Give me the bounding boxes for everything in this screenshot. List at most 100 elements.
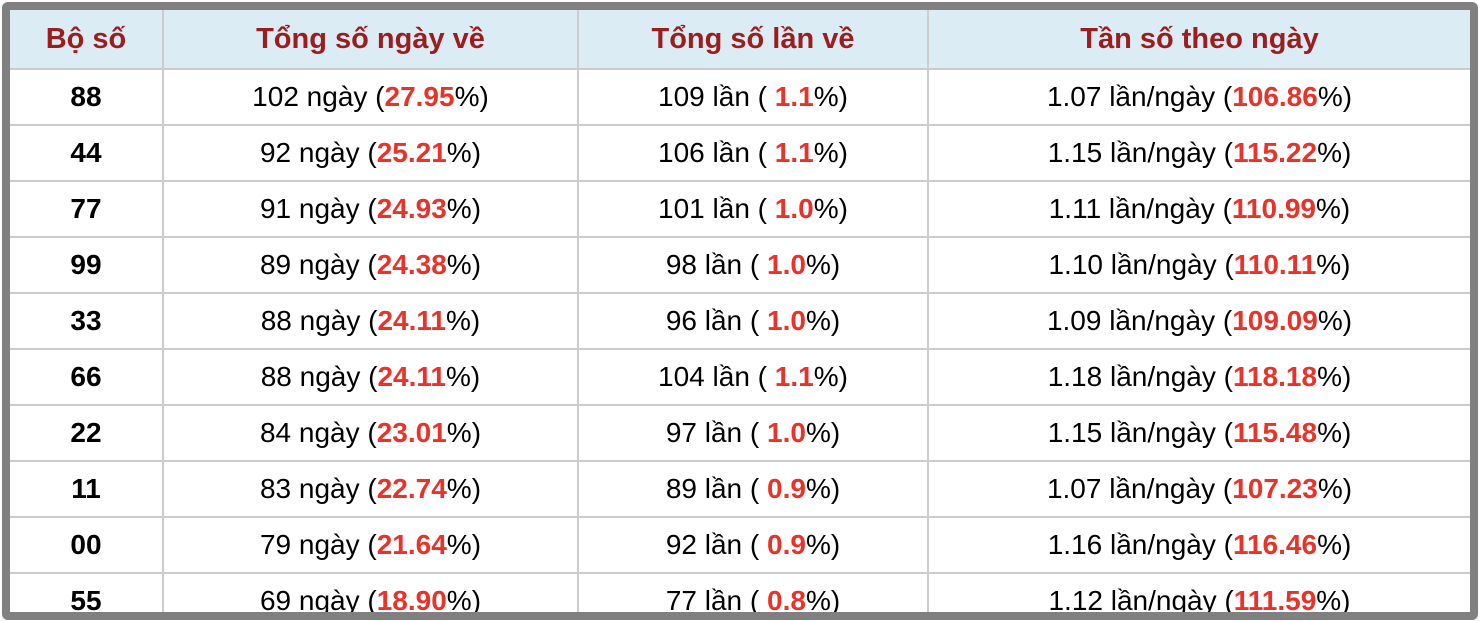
pair-number: 22	[10, 404, 163, 461]
days-percent: 21.64	[376, 529, 447, 560]
days-text-suffix: %)	[446, 361, 481, 392]
total-times-cell: 89 lần ( 0.9%)	[577, 460, 928, 517]
frequency-cell: 1.07 lần/ngày (107.23%)	[927, 460, 1470, 517]
days-text-suffix: %)	[446, 305, 481, 336]
total-days-cell: 102 ngày (27.95%)	[162, 68, 578, 125]
header-frequency-per-day: Tần số theo ngày	[927, 10, 1470, 69]
pair-number: 99	[10, 236, 163, 293]
pair-number: 00	[10, 516, 163, 573]
frequency-cell: 1.15 lần/ngày (115.22%)	[927, 124, 1470, 181]
times-text: 89 lần (	[665, 473, 767, 504]
total-days-cell: 84 ngày (23.01%)	[162, 404, 578, 461]
times-percent: 1.0	[767, 417, 806, 448]
days-percent: 22.74	[376, 473, 447, 504]
table-row: 11 83 ngày (22.74%) 89 lần ( 0.9%) 1.07 …	[10, 460, 1470, 517]
freq-text: 1.07 lần/ngày (	[1046, 81, 1233, 112]
days-percent: 24.11	[377, 305, 447, 336]
frequency-cell: 1.16 lần/ngày (116.46%)	[927, 516, 1470, 573]
freq-text-suffix: %)	[1316, 249, 1351, 280]
days-text-suffix: %)	[446, 473, 482, 504]
days-percent: 24.11	[377, 361, 447, 392]
table-row: 77 91 ngày (24.93%) 101 lần ( 1.0%) 1.11…	[10, 180, 1470, 237]
frequency-cell: 1.12 lần/ngày (111.59%)	[927, 572, 1470, 616]
freq-text: 1.10 lần/ngày (	[1048, 249, 1234, 280]
freq-text-suffix: %)	[1317, 137, 1352, 168]
times-percent: 1.1	[774, 81, 814, 112]
times-text: 109 lần (	[658, 81, 775, 112]
total-days-cell: 69 ngày (18.90%)	[162, 572, 578, 616]
times-text-suffix: %)	[805, 585, 841, 616]
times-text: 92 lần (	[665, 529, 767, 560]
total-times-cell: 97 lần ( 1.0%)	[577, 404, 928, 461]
freq-text-suffix: %)	[1317, 361, 1352, 392]
times-text-suffix: %)	[813, 137, 848, 168]
total-days-cell: 79 ngày (21.64%)	[162, 516, 578, 573]
freq-percent: 115.22	[1232, 137, 1318, 168]
freq-text: 1.11 lần/ngày (	[1048, 193, 1232, 224]
days-percent: 24.93	[376, 193, 447, 224]
days-text-suffix: %)	[446, 417, 482, 448]
freq-text: 1.07 lần/ngày (	[1046, 473, 1233, 504]
total-times-cell: 98 lần ( 1.0%)	[577, 236, 928, 293]
header-total-times: Tổng số lần về	[577, 10, 928, 69]
total-times-cell: 101 lần ( 1.0%)	[577, 180, 928, 237]
table-header: Bộ số Tổng số ngày về Tổng số lần về Tần…	[10, 10, 1470, 69]
freq-percent: 107.23	[1232, 473, 1318, 504]
total-days-cell: 83 ngày (22.74%)	[162, 460, 578, 517]
table-row: 33 88 ngày (24.11%) 96 lần ( 1.0%) 1.09 …	[10, 292, 1470, 349]
times-text: 106 lần (	[658, 137, 775, 168]
times-text: 97 lần (	[665, 417, 767, 448]
days-text-suffix: %)	[446, 193, 482, 224]
table-row: 55 69 ngày (18.90%) 77 lần ( 0.8%) 1.12 …	[10, 572, 1470, 616]
times-percent: 1.0	[774, 193, 814, 224]
times-text-suffix: %)	[805, 249, 841, 280]
days-text-suffix: %)	[446, 529, 482, 560]
pair-number: 44	[10, 124, 163, 181]
freq-text-suffix: %)	[1317, 417, 1352, 448]
days-percent: 23.01	[376, 417, 447, 448]
times-percent: 1.1	[774, 361, 814, 392]
total-times-cell: 109 lần ( 1.1%)	[577, 68, 928, 125]
freq-text-suffix: %)	[1316, 585, 1351, 616]
pair-number: 55	[10, 572, 163, 612]
times-percent: 1.1	[774, 137, 814, 168]
freq-percent: 109.09	[1232, 305, 1318, 336]
freq-text-suffix: %)	[1317, 305, 1353, 336]
total-days-cell: 92 ngày (25.21%)	[162, 124, 578, 181]
freq-percent: 118.18	[1232, 361, 1318, 392]
freq-text-suffix: %)	[1316, 193, 1351, 224]
days-percent: 24.38	[376, 249, 447, 280]
freq-text: 1.09 lần/ngày (	[1046, 305, 1233, 336]
days-text: 88 ngày (	[260, 361, 378, 392]
times-percent: 1.0	[767, 305, 806, 336]
times-text: 98 lần (	[665, 249, 767, 280]
frequency-cell: 1.18 lần/ngày (118.18%)	[927, 348, 1470, 405]
frequency-cell: 1.11 lần/ngày (110.99%)	[927, 180, 1470, 237]
freq-text: 1.16 lần/ngày (	[1047, 529, 1233, 560]
frequency-cell: 1.07 lần/ngày (106.86%)	[927, 68, 1470, 125]
times-percent: 1.0	[767, 249, 806, 280]
total-days-cell: 89 ngày (24.38%)	[162, 236, 578, 293]
freq-text-suffix: %)	[1317, 529, 1352, 560]
header-pair: Bộ số	[10, 10, 163, 69]
times-text: 96 lần (	[665, 305, 767, 336]
times-text: 101 lần (	[658, 193, 775, 224]
freq-text-suffix: %)	[1317, 81, 1353, 112]
times-text-suffix: %)	[813, 81, 848, 112]
times-text-suffix: %)	[813, 361, 848, 392]
total-times-cell: 92 lần ( 0.9%)	[577, 516, 928, 573]
total-times-cell: 106 lần ( 1.1%)	[577, 124, 928, 181]
table-row: 44 92 ngày (25.21%) 106 lần ( 1.1%) 1.15…	[10, 124, 1470, 181]
table-row: 88 102 ngày (27.95%) 109 lần ( 1.1%) 1.0…	[10, 68, 1470, 125]
table-row: 00 79 ngày (21.64%) 92 lần ( 0.9%) 1.16 …	[10, 516, 1470, 573]
times-text-suffix: %)	[813, 193, 848, 224]
freq-text: 1.18 lần/ngày (	[1047, 361, 1233, 392]
days-text-suffix: %)	[446, 249, 482, 280]
table-row: 22 84 ngày (23.01%) 97 lần ( 1.0%) 1.15 …	[10, 404, 1470, 461]
days-text: 69 ngày (	[259, 585, 377, 616]
days-text: 91 ngày (	[259, 193, 377, 224]
lottery-pair-stats-table: Bộ số Tổng số ngày về Tổng số lần về Tần…	[10, 10, 1470, 616]
freq-percent: 110.11	[1233, 249, 1317, 280]
freq-percent: 111.59	[1233, 585, 1317, 616]
